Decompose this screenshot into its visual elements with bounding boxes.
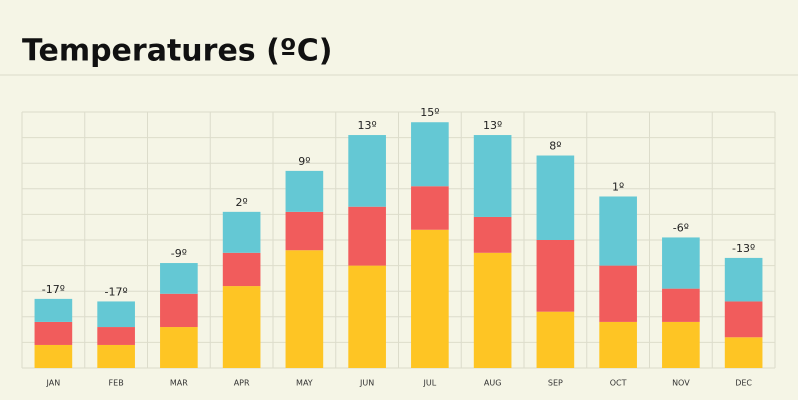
bar-segment <box>222 286 261 368</box>
bar-annotation: -9º <box>171 247 187 260</box>
bar-annotation: 2º <box>236 196 248 209</box>
bar-segment <box>348 135 386 207</box>
bar-segment <box>285 211 324 251</box>
bar-segment <box>34 321 73 345</box>
bar-segment <box>473 135 512 217</box>
bar-annotation: 9º <box>298 155 310 168</box>
bar-segment <box>411 122 449 187</box>
x-tick-label: APR <box>234 379 250 388</box>
bar-segment <box>34 298 73 322</box>
bar-segment <box>724 301 763 338</box>
bar-segment <box>222 252 261 287</box>
x-tick-label: SEP <box>548 379 563 388</box>
bar-segment <box>34 344 73 368</box>
bar-segment <box>348 265 386 368</box>
bar-segment <box>599 265 637 322</box>
bar-segment <box>599 196 637 266</box>
bar-segment <box>285 170 324 212</box>
x-tick-label: JAN <box>46 379 61 388</box>
bar-segment <box>662 288 700 322</box>
bar-annotation: 13º <box>483 119 502 132</box>
bar-annotation: 1º <box>612 180 624 193</box>
bar-segment <box>473 252 512 368</box>
bar-segment <box>348 206 386 266</box>
x-tick-label: OCT <box>610 379 627 388</box>
bar-segment <box>536 155 575 240</box>
bar-annotation: -17º <box>105 285 128 298</box>
bar-segment <box>599 321 637 368</box>
bar-annotation: -13º <box>732 242 755 255</box>
bar-segment <box>536 311 575 368</box>
bar-annotation: 8º <box>549 140 561 153</box>
x-tick-label: AUG <box>484 379 502 388</box>
bar-segment <box>662 237 700 289</box>
bar-segment <box>97 327 135 345</box>
bar-segment <box>97 344 135 368</box>
bar-annotation: 13º <box>358 119 377 132</box>
bar-segment <box>662 321 700 368</box>
x-tick-label: FEB <box>109 379 124 388</box>
bar-segment <box>285 250 324 368</box>
bar-segment <box>724 337 763 368</box>
bar-segment <box>222 211 261 253</box>
bar-segment <box>160 263 198 294</box>
bar-annotation: -17º <box>42 283 65 296</box>
bar-segment <box>536 240 575 312</box>
bar-annotation: -6º <box>673 221 689 234</box>
x-tick-label: JUN <box>359 379 374 388</box>
x-tick-label: NOV <box>672 379 690 388</box>
x-tick-label: MAY <box>296 379 313 388</box>
x-tick-label: DEC <box>735 379 752 388</box>
bar-segment <box>473 216 512 253</box>
bar-segment <box>160 327 198 368</box>
bar-annotation: 15º <box>420 106 439 119</box>
x-tick-label: MAR <box>170 379 188 388</box>
bar-segment <box>160 293 198 328</box>
bar-segment <box>724 257 763 302</box>
x-tick-label: JUL <box>423 379 437 388</box>
bar-segment <box>411 186 449 230</box>
bar-segment <box>97 301 135 328</box>
chart-title: Temperatures (ºC) <box>22 34 332 69</box>
bar-segment <box>411 229 449 368</box>
